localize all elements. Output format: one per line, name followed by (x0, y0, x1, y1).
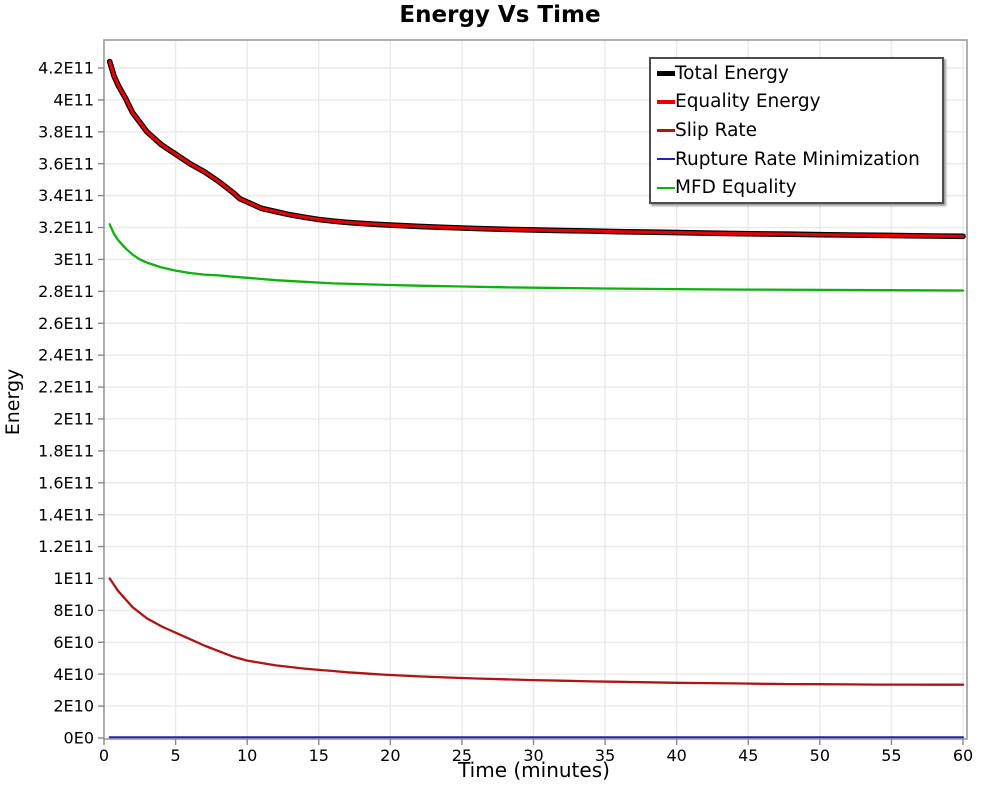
y-tick-label: 2E10 (53, 697, 94, 716)
legend-line-swatch (657, 71, 675, 76)
legend-label: MFD Equality (675, 177, 797, 199)
y-tick-label: 4E11 (53, 91, 94, 110)
legend-line-swatch (657, 129, 675, 132)
legend-item-rupture-rate-minimization: Rupture Rate Minimization (651, 145, 942, 174)
y-tick-label: 3.2E11 (38, 218, 94, 237)
y-tick-label: 3E11 (53, 250, 94, 269)
y-tick-label: 2E11 (53, 410, 94, 429)
legend-item-equality-energy: Equality Energy (651, 88, 942, 117)
x-tick-label: 10 (237, 746, 257, 765)
chart-title: Energy Vs Time (399, 2, 601, 28)
legend-line-swatch (657, 186, 675, 189)
y-tick-label: 1.4E11 (38, 505, 94, 524)
y-tick-label: 2.8E11 (38, 282, 94, 301)
y-tick-label: 8E10 (53, 601, 94, 620)
y-tick-label: 0E0 (64, 729, 94, 748)
legend-label: Equality Energy (675, 91, 821, 113)
legend: Total Energy Equality Energy Slip Rate R… (649, 57, 944, 204)
x-tick-label: 30 (523, 746, 543, 765)
series-line-slip-rate (108, 577, 965, 686)
x-tick-label: 55 (881, 746, 901, 765)
x-tick-label: 0 (99, 746, 109, 765)
y-tick-label: 1.6E11 (38, 473, 94, 492)
x-tick-label: 60 (953, 746, 973, 765)
x-tick-label: 45 (738, 746, 758, 765)
x-tick-label: 35 (595, 746, 615, 765)
plot-frame (103, 39, 968, 740)
legend-label: Rupture Rate Minimization (675, 148, 920, 170)
series-line-mfd-equality (108, 223, 965, 292)
y-tick-label: 2.2E11 (38, 378, 94, 397)
y-tick-label: 2.4E11 (38, 346, 94, 365)
y-tick-label: 1.2E11 (38, 537, 94, 556)
y-tick-label: 3.4E11 (38, 186, 94, 205)
y-tick-label: 1.8E11 (38, 441, 94, 460)
y-tick-label: 4E10 (53, 665, 94, 684)
y-tick-label: 6E10 (53, 633, 94, 652)
y-tick-label: 1E11 (53, 569, 94, 588)
x-tick-label: 25 (452, 746, 472, 765)
x-tick-label: 40 (666, 746, 686, 765)
legend-item-slip-rate: Slip Rate (651, 116, 942, 145)
legend-line-swatch (657, 99, 675, 104)
legend-item-total-energy: Total Energy (651, 59, 942, 88)
x-axis-label: Time (minutes) (458, 758, 610, 782)
x-tick-label: 50 (810, 746, 830, 765)
y-tick-label: 3.8E11 (38, 122, 94, 141)
x-tick-label: 15 (309, 746, 329, 765)
x-tick-label: 20 (380, 746, 400, 765)
legend-item-mfd-equality: MFD Equality (651, 173, 942, 202)
legend-label: Slip Rate (675, 119, 758, 141)
legend-label: Total Energy (675, 62, 789, 84)
x-tick-label: 5 (170, 746, 180, 765)
legend-line-swatch (657, 158, 675, 161)
y-tick-label: 3.6E11 (38, 154, 94, 173)
series-line-equality-energy (108, 59, 965, 238)
y-tick-label: 2.6E11 (38, 314, 94, 333)
y-tick-label: 4.2E11 (38, 59, 94, 78)
